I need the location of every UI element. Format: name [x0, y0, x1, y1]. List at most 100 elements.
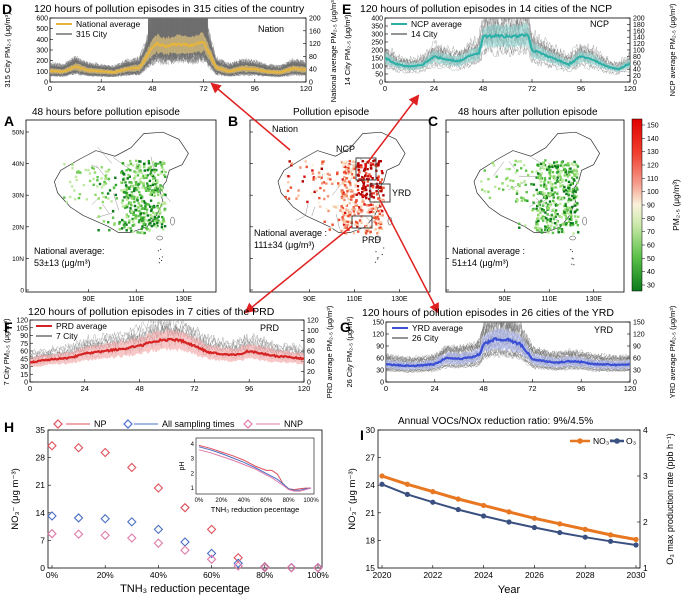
station-dot	[134, 175, 137, 178]
station-dot	[369, 230, 372, 233]
station-dot	[118, 220, 121, 224]
station-dot	[87, 168, 90, 172]
station-dot	[157, 173, 160, 176]
station-dot	[558, 227, 561, 230]
station-dot	[554, 213, 558, 217]
station-dot	[121, 205, 125, 208]
y-tick-label-left: 21	[366, 508, 376, 518]
station-dot	[133, 200, 136, 204]
station-dot	[321, 182, 324, 185]
station-dot	[501, 182, 504, 185]
panel-f-letter: F	[4, 319, 13, 335]
station-dot	[155, 226, 158, 229]
station-dot	[564, 169, 568, 172]
panel-d-band	[50, 32, 306, 75]
station-dot	[134, 215, 138, 219]
y-tick-label-left: 18	[366, 535, 376, 545]
scatter-point	[73, 529, 84, 539]
hainan-island	[374, 235, 382, 241]
scatter-point	[180, 545, 190, 556]
station-dot	[370, 195, 374, 198]
station-dot	[540, 199, 543, 203]
station-dot	[162, 202, 165, 206]
station-dot	[568, 197, 571, 200]
station-dot	[140, 176, 144, 179]
station-dot	[122, 191, 126, 194]
y-tick-label: 35	[36, 425, 46, 435]
station-dot	[326, 195, 330, 198]
station-dot	[551, 164, 554, 167]
legend-g-avg-label: YRD average	[412, 323, 463, 333]
x-tick-label: 48	[148, 84, 156, 93]
station-dot	[539, 180, 543, 183]
station-dot	[372, 196, 375, 199]
station-dot	[366, 222, 369, 225]
station-dot	[550, 193, 553, 197]
station-dot	[552, 199, 555, 203]
station-dot	[571, 176, 574, 180]
legend-h-nnp-label: NNP	[284, 419, 303, 429]
station-dot	[553, 164, 557, 168]
map-b-avg-value: 111±34 (μg/m³)	[254, 240, 314, 250]
station-dot	[140, 204, 143, 208]
station-dot	[138, 190, 141, 194]
arrow-to-e	[367, 94, 420, 163]
station-dot	[538, 174, 541, 177]
series-point	[430, 489, 436, 495]
y-tick-label: 21	[36, 480, 46, 490]
station-dot	[132, 213, 135, 216]
station-dot	[378, 160, 381, 163]
station-dot	[358, 206, 361, 209]
station-dot	[136, 184, 140, 187]
province-border	[518, 175, 537, 178]
station-dot	[106, 192, 110, 195]
station-dot	[566, 164, 569, 167]
station-dot	[569, 222, 572, 225]
station-dot	[315, 189, 318, 192]
series-point	[404, 481, 410, 487]
station-dot	[539, 184, 543, 187]
station-dot	[133, 204, 137, 208]
station-dot	[523, 179, 526, 183]
map-c-ticks: 90E 110E 130E	[446, 131, 602, 303]
y-tick-label-right: 4	[643, 425, 648, 435]
station-dot	[348, 224, 352, 227]
station-dot	[362, 180, 366, 184]
y-tick-label-left: 250	[371, 40, 383, 47]
station-dot	[524, 224, 527, 227]
station-dot	[350, 173, 354, 176]
station-dot	[564, 214, 568, 218]
station-dot	[157, 215, 160, 218]
map-b-region-yrd: YRD	[392, 188, 412, 198]
station-dot	[110, 200, 113, 203]
inset-x-tick-label: 80%	[283, 498, 296, 504]
station-dot	[128, 219, 131, 222]
panel-f-ticks: 0 24 48 72 96 1200153045607590105120020406080…	[16, 318, 318, 394]
station-dot	[123, 173, 126, 176]
y-tick-label-left: 30	[366, 425, 376, 435]
panel-b: B Pollution episode 90E 110E 130E Nation N…	[228, 107, 431, 303]
station-dot	[545, 217, 548, 220]
station-dot	[352, 210, 356, 213]
y-tick-label-left: 75	[20, 341, 28, 348]
station-dot	[572, 178, 575, 181]
station-dot	[374, 228, 377, 231]
station-dot	[572, 232, 575, 235]
station-dot	[75, 178, 78, 182]
y-tick-label-right: 0	[307, 380, 311, 387]
station-dot	[534, 226, 538, 230]
station-dot	[96, 176, 99, 179]
x-tick-label: 0%	[46, 570, 59, 580]
station-dot	[376, 232, 379, 235]
station-dot	[350, 195, 353, 198]
station-dot	[542, 164, 545, 167]
station-dot	[104, 170, 108, 173]
station-dot	[142, 165, 146, 169]
station-dot	[143, 231, 146, 235]
station-dot	[364, 174, 367, 177]
station-dot	[543, 167, 546, 170]
station-dot	[353, 167, 356, 171]
station-dot	[570, 162, 573, 165]
station-dot	[159, 172, 163, 175]
station-dot	[536, 172, 540, 175]
